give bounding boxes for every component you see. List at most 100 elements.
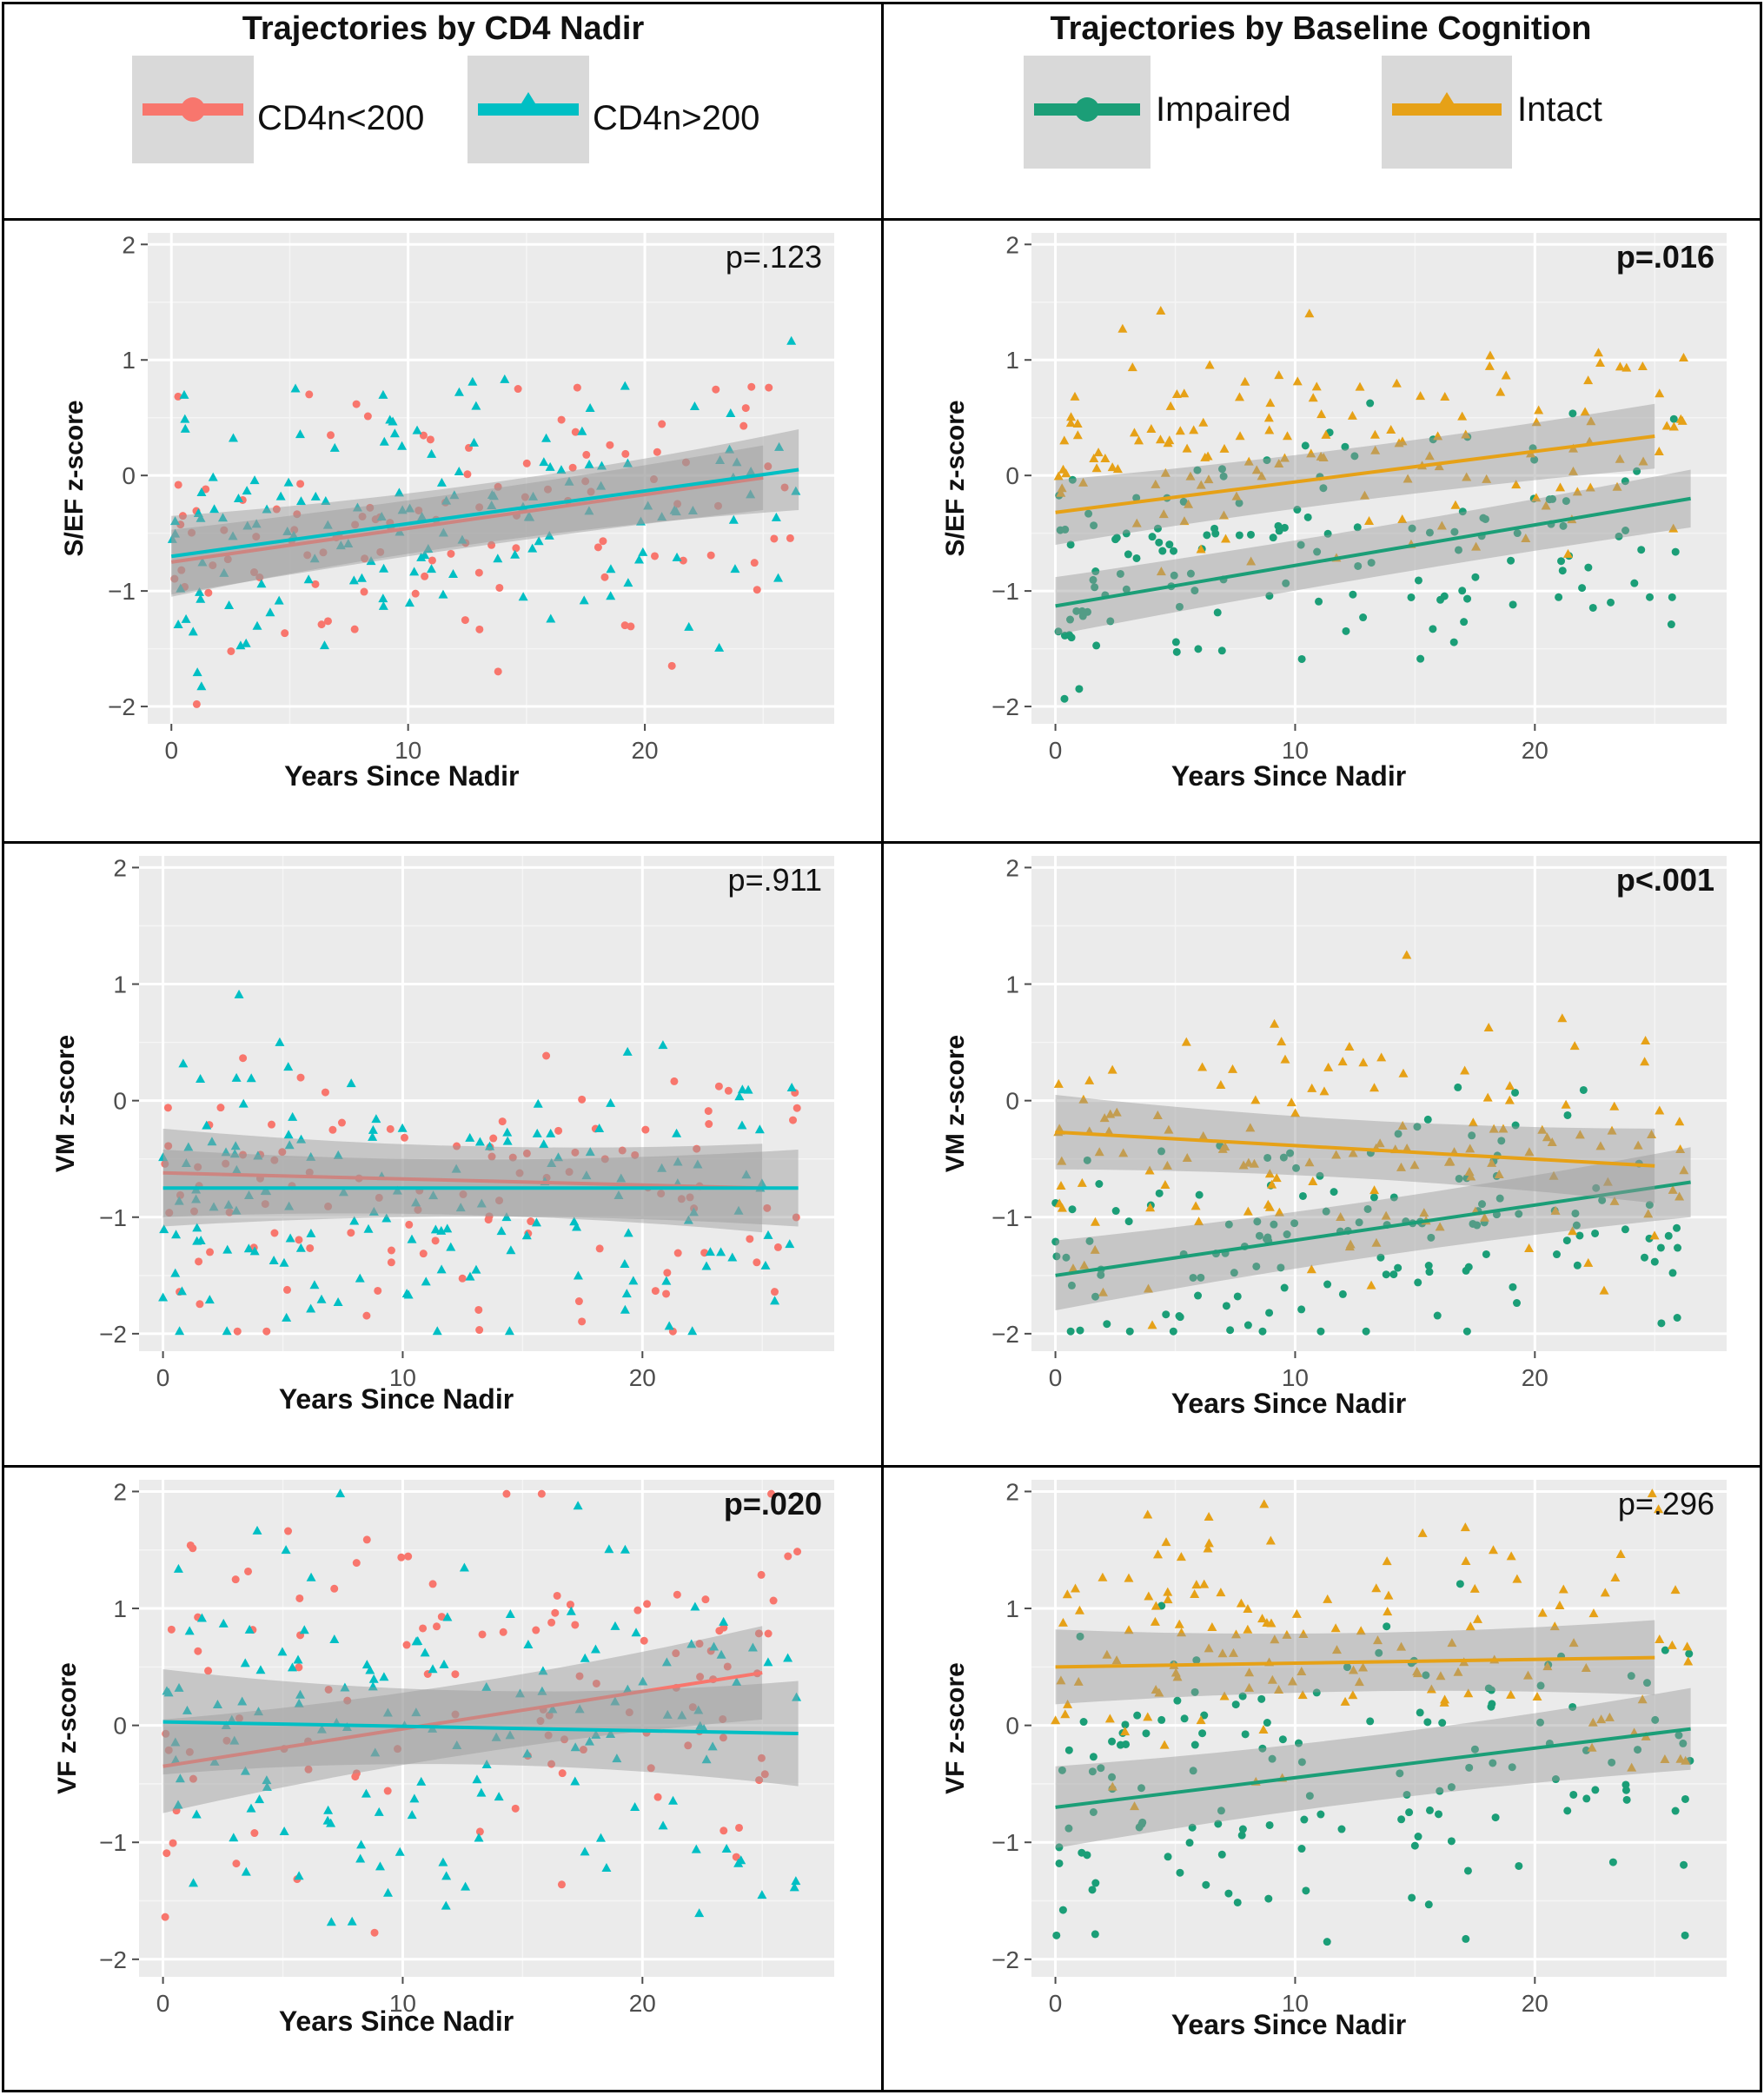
scatter-point (1172, 647, 1181, 656)
scatter-point (594, 543, 602, 552)
scatter-point (527, 1217, 535, 1226)
scatter-point (208, 472, 218, 481)
scatter-point (1389, 1270, 1398, 1279)
scatter-point (1397, 1815, 1406, 1824)
scatter-point (512, 544, 521, 553)
scatter-point (673, 500, 682, 508)
scatter-point (356, 1840, 367, 1849)
scatter-point (1296, 1666, 1307, 1675)
y-tick-label: 2 (113, 1478, 127, 1505)
scatter-point (784, 1552, 792, 1561)
scatter-point (1491, 1813, 1500, 1822)
scatter-point (584, 1736, 594, 1746)
scatter-point (421, 572, 429, 580)
scatter-point (693, 1159, 703, 1169)
x-tick-label: 10 (1282, 1364, 1309, 1391)
scatter-point (426, 564, 436, 573)
scatter-point (378, 389, 388, 399)
y-tick-label: 1 (1005, 971, 1019, 998)
scatter-point (1542, 1132, 1552, 1142)
scatter-point (338, 1187, 348, 1197)
scatter-point (1591, 1786, 1600, 1794)
scatter-point (378, 600, 388, 610)
scatter-point (649, 475, 658, 484)
scatter-point (189, 1878, 199, 1887)
scatter-point (523, 512, 534, 521)
scatter-point (1595, 1141, 1606, 1150)
scatter-point (227, 646, 235, 655)
scatter-point (714, 1082, 723, 1091)
scatter-point (395, 1846, 405, 1856)
scatter-point (1312, 1688, 1321, 1697)
scatter-point (1267, 1179, 1277, 1189)
scatter-point (386, 1124, 395, 1133)
scatter-point (569, 1217, 580, 1226)
scatter-point (1056, 1180, 1066, 1190)
scatter-point (1065, 418, 1076, 428)
scatter-point (196, 1074, 206, 1084)
scatter-point (412, 425, 422, 434)
scatter-point (1610, 1572, 1621, 1581)
scatter-point (594, 1123, 605, 1132)
scatter-point (1240, 376, 1250, 386)
scatter-point (414, 1205, 422, 1214)
scatter-point (283, 1130, 294, 1139)
scatter-point (202, 1120, 212, 1130)
fit-line (1055, 496, 1691, 608)
scatter-point (1417, 1528, 1428, 1537)
scatter-point (1133, 1711, 1142, 1720)
scatter-point (1190, 1201, 1201, 1210)
scatter-point (1661, 421, 1672, 430)
scatter-point (1599, 1285, 1609, 1295)
scatter-point (204, 1295, 215, 1304)
scatter-point (1637, 1694, 1648, 1704)
scatter-point (1671, 547, 1680, 556)
scatter-point (1221, 534, 1231, 543)
scatter-point (716, 1649, 726, 1659)
scatter-point (618, 1146, 627, 1155)
scatter-point (1615, 1549, 1626, 1559)
scatter-point (1501, 370, 1511, 380)
scatter-point (792, 1213, 800, 1222)
scatter-point (1587, 1742, 1597, 1752)
scatter-point (1057, 1156, 1067, 1165)
scatter-point (1369, 1193, 1378, 1202)
scatter-point (1204, 474, 1214, 484)
scatter-point (1638, 456, 1648, 466)
scatter-point (1170, 571, 1178, 580)
fit-line (1055, 1130, 1655, 1168)
scatter-point (204, 588, 213, 597)
scatter-point (1219, 1691, 1230, 1701)
scatter-point (1193, 466, 1202, 474)
scatter-point (1151, 1685, 1161, 1694)
scatter-point (1204, 1511, 1214, 1521)
scatter-point (1537, 1124, 1548, 1134)
legend-label-impaired: Impaired (1156, 90, 1291, 129)
scatter-point (773, 1243, 782, 1251)
scatter-point (1627, 1672, 1635, 1681)
scatter-point (1465, 1144, 1476, 1153)
scatter-point (701, 1595, 710, 1604)
scatter-point (753, 586, 761, 594)
scatter-point (1588, 1717, 1598, 1727)
y-tick-label: −1 (99, 1829, 127, 1856)
scatter-point (181, 613, 191, 623)
scatter-point (612, 1754, 622, 1763)
scatter-point (1478, 1200, 1487, 1209)
scatter-point (1301, 441, 1310, 450)
scatter-point (1562, 548, 1573, 558)
scatter-point (501, 1212, 512, 1222)
scatter-point (786, 1083, 797, 1092)
scatter-point (523, 1640, 534, 1649)
scatter-point (1235, 531, 1243, 540)
scatter-point (1414, 1278, 1422, 1287)
scatter-point (170, 1268, 181, 1277)
scatter-point (737, 1120, 747, 1130)
scatter-point (1108, 1737, 1117, 1746)
scatter-point (1588, 603, 1597, 612)
scatter-point (760, 1260, 771, 1270)
legend-key-cd4-high (468, 56, 589, 163)
scatter-point (366, 556, 376, 566)
scatter-point (734, 1091, 745, 1101)
scatter-point (409, 567, 420, 576)
